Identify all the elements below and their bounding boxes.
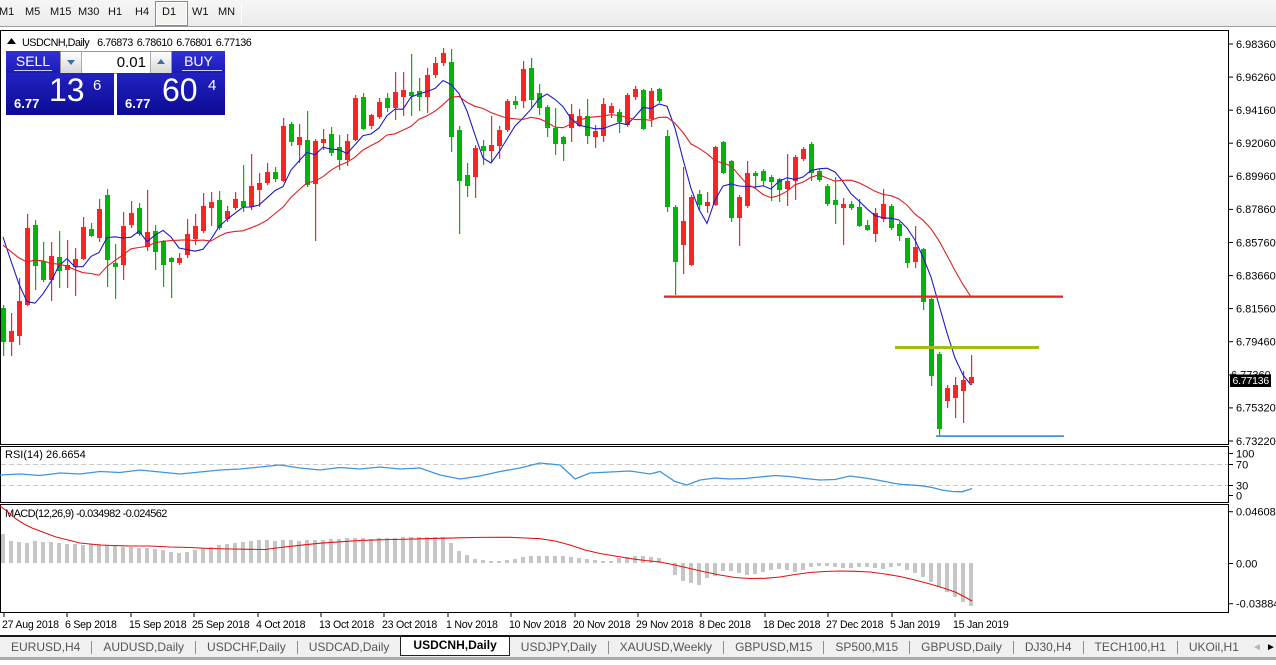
svg-text:15 Jan 2019: 15 Jan 2019 xyxy=(953,619,1009,631)
svg-text:70: 70 xyxy=(1236,459,1248,471)
svg-text:6.77136: 6.77136 xyxy=(1233,375,1270,387)
svg-text:27 Dec 2018: 27 Dec 2018 xyxy=(826,619,884,631)
svg-text:6.94160: 6.94160 xyxy=(1236,105,1276,117)
svg-text:6.75320: 6.75320 xyxy=(1236,403,1276,415)
svg-text:6.98360: 6.98360 xyxy=(1236,39,1276,51)
svg-text:-0.038842: -0.038842 xyxy=(1236,599,1276,611)
svg-text:8 Dec 2018: 8 Dec 2018 xyxy=(699,619,751,631)
svg-text:RSI(14) 26.6654: RSI(14) 26.6654 xyxy=(5,449,86,461)
svg-text:18 Dec 2018: 18 Dec 2018 xyxy=(763,619,821,631)
svg-text:6.85760: 6.85760 xyxy=(1236,237,1276,249)
svg-text:100: 100 xyxy=(1236,448,1254,460)
svg-text:10 Nov 2018: 10 Nov 2018 xyxy=(509,619,567,631)
svg-text:29 Nov 2018: 29 Nov 2018 xyxy=(636,619,694,631)
svg-text:4 Oct 2018: 4 Oct 2018 xyxy=(256,619,306,631)
svg-text:6.89960: 6.89960 xyxy=(1236,171,1276,183)
svg-text:30: 30 xyxy=(1236,480,1248,492)
svg-text:0.00: 0.00 xyxy=(1236,558,1257,570)
svg-text:6.79460: 6.79460 xyxy=(1236,337,1276,349)
svg-text:15 Sep 2018: 15 Sep 2018 xyxy=(129,619,187,631)
svg-text:23 Oct 2018: 23 Oct 2018 xyxy=(382,619,437,631)
svg-text:0.04608: 0.04608 xyxy=(1236,507,1276,519)
svg-text:6.83660: 6.83660 xyxy=(1236,270,1276,282)
svg-text:27 Aug 2018: 27 Aug 2018 xyxy=(2,619,59,631)
svg-text:6.96260: 6.96260 xyxy=(1236,72,1276,84)
svg-text:6 Sep 2018: 6 Sep 2018 xyxy=(65,619,117,631)
svg-text:6.81560: 6.81560 xyxy=(1236,303,1276,315)
svg-text:13 Oct 2018: 13 Oct 2018 xyxy=(319,619,374,631)
svg-text:6.87860: 6.87860 xyxy=(1236,204,1276,216)
svg-text:1 Nov 2018: 1 Nov 2018 xyxy=(446,619,498,631)
svg-text:0: 0 xyxy=(1236,490,1242,502)
svg-text:25 Sep 2018: 25 Sep 2018 xyxy=(192,619,250,631)
svg-text:MACD(12,26,9) -0.034982 -0.024: MACD(12,26,9) -0.034982 -0.024562 xyxy=(5,508,167,520)
svg-text:6.92060: 6.92060 xyxy=(1236,138,1276,150)
svg-text:5 Jan 2019: 5 Jan 2019 xyxy=(890,619,940,631)
svg-text:6.73220: 6.73220 xyxy=(1236,436,1276,448)
svg-text:USDCNH,Daily 6.76873 6.78610: USDCNH,Daily 6.76873 6.78610 6.76801 6.7… xyxy=(22,37,252,49)
svg-text:20 Nov 2018: 20 Nov 2018 xyxy=(573,619,631,631)
